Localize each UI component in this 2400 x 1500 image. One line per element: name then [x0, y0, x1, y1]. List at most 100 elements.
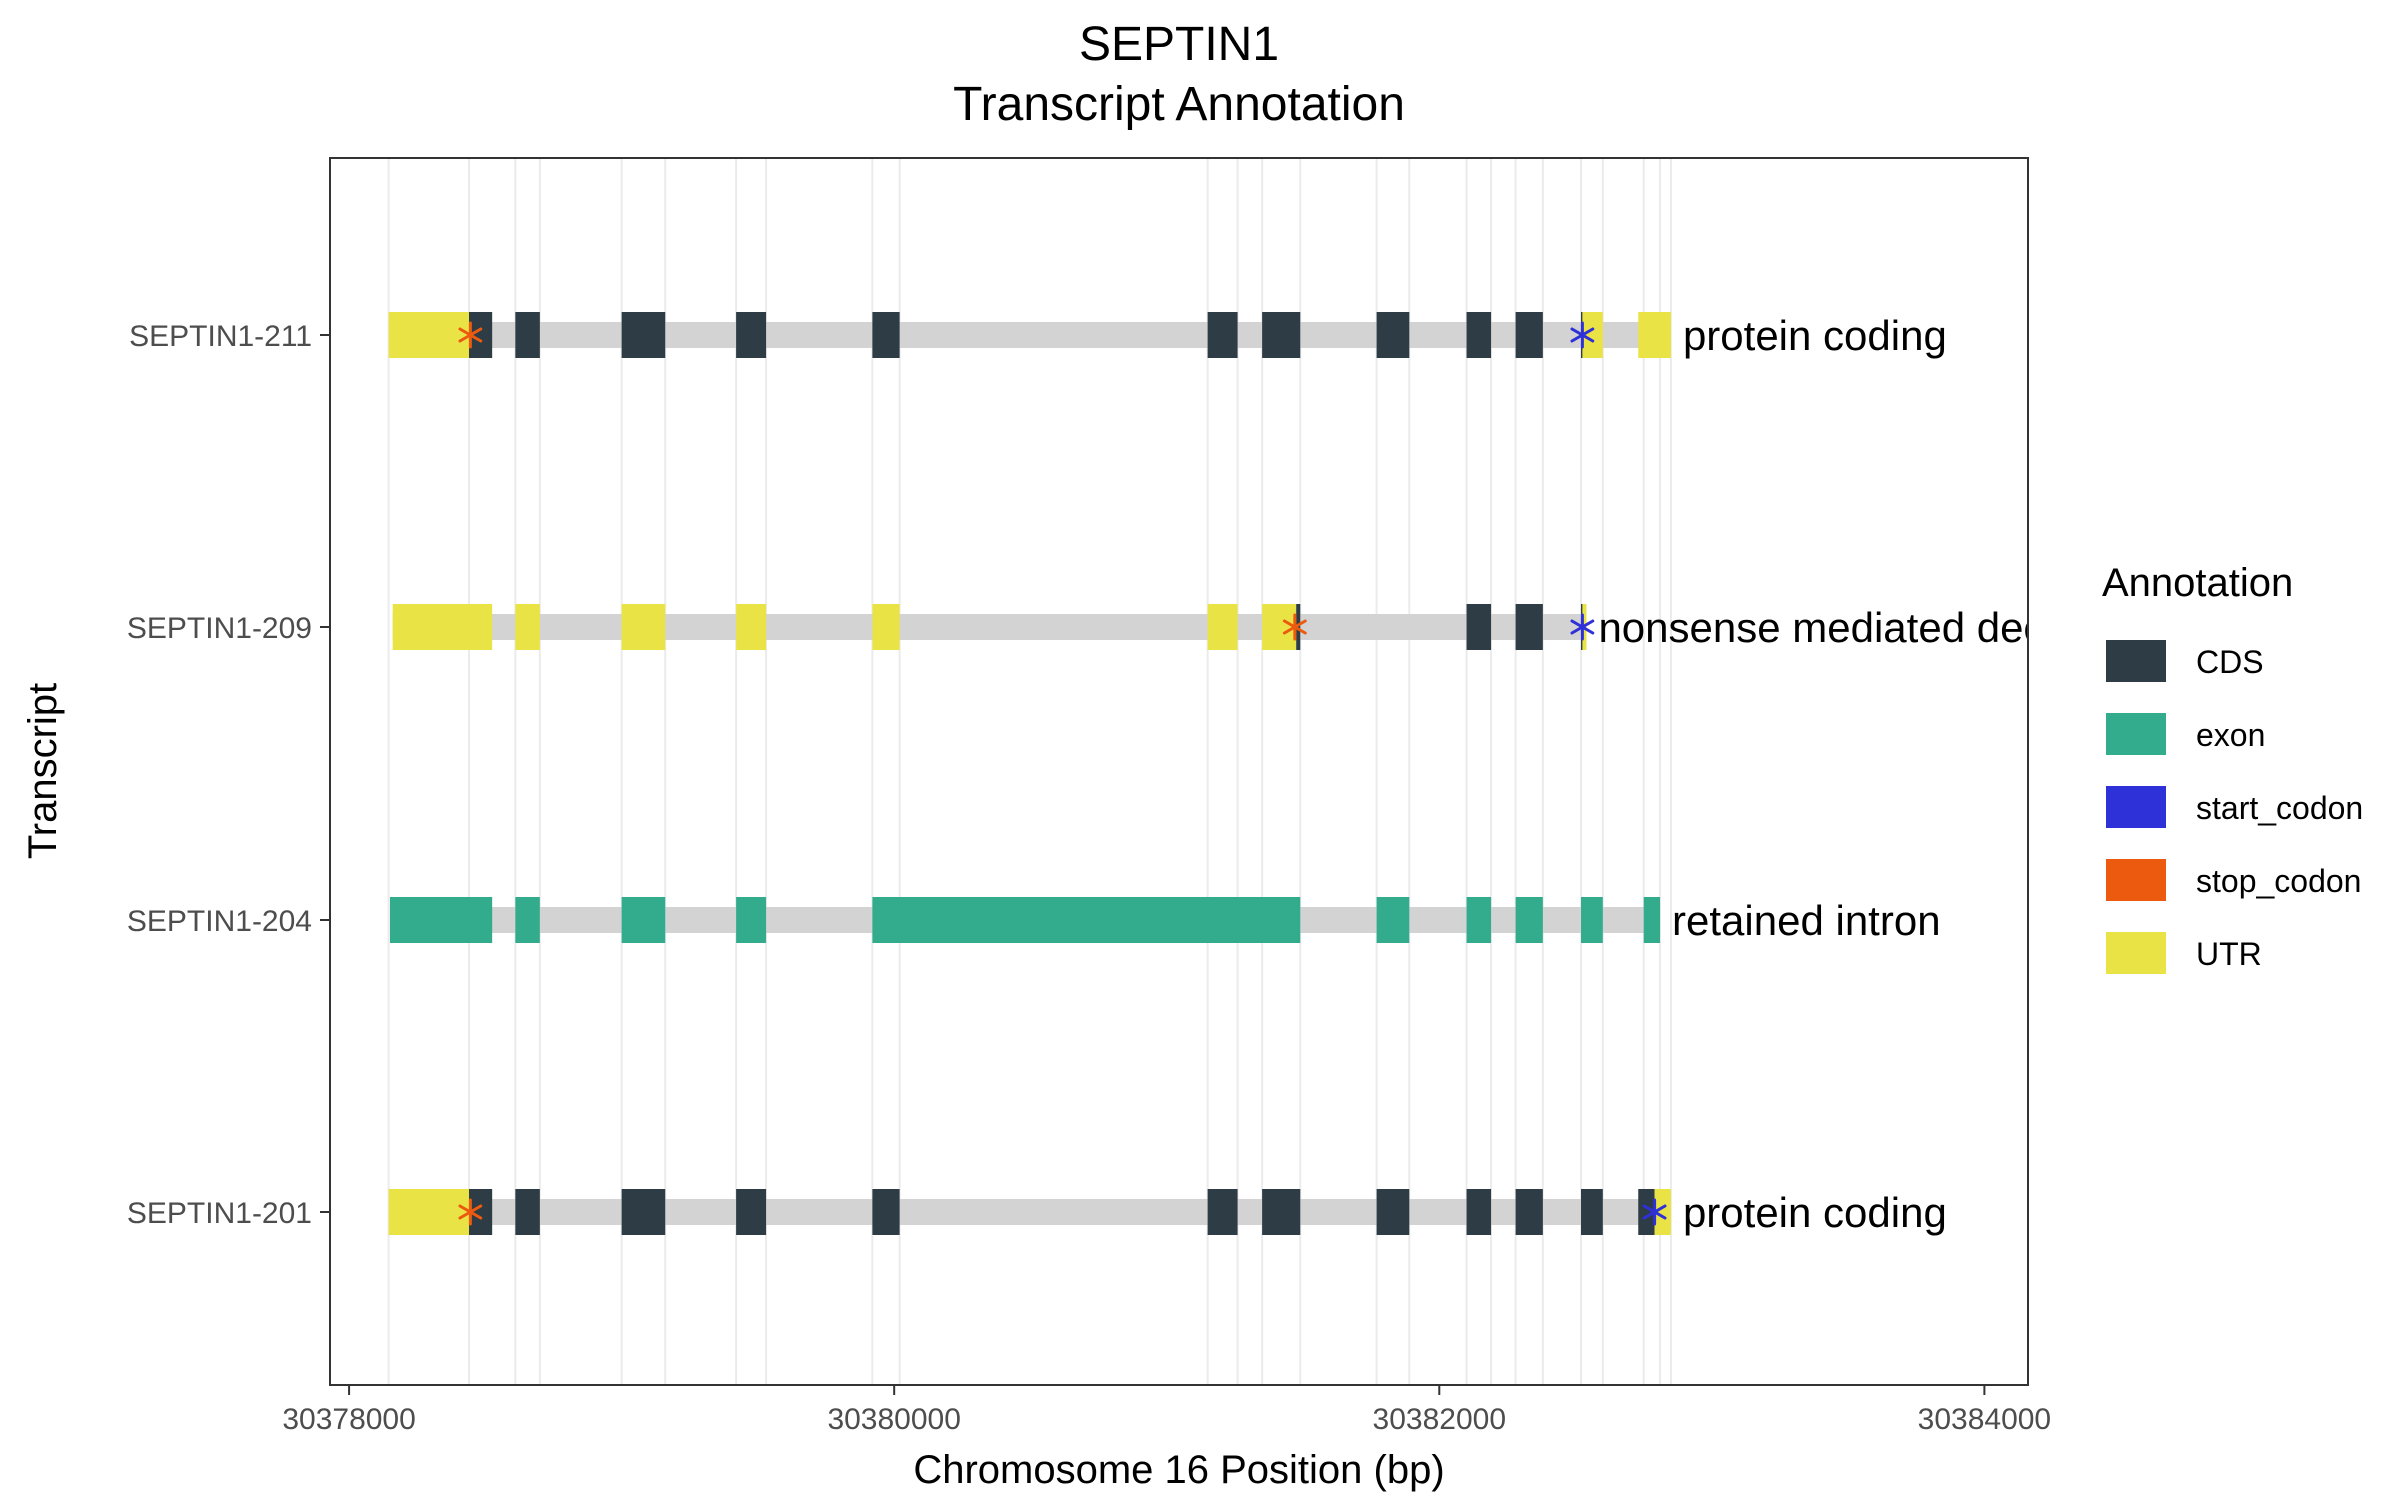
y-tick-label: SEPTIN1-209	[127, 612, 312, 645]
feature-CDS	[1466, 604, 1492, 650]
feature-exon	[1376, 897, 1410, 943]
y-tick-label: SEPTIN1-204	[127, 905, 312, 938]
feature-exon	[1643, 897, 1661, 943]
feature-CDS	[469, 312, 493, 358]
legend-label: UTR	[2196, 936, 2262, 972]
plot-panel-background	[330, 158, 2028, 1385]
legend-title: Annotation	[2102, 561, 2293, 605]
feature-UTR	[1207, 604, 1238, 650]
y-tick-label: SEPTIN1-211	[129, 320, 312, 353]
feature-CDS	[1638, 1189, 1655, 1235]
feature-CDS	[469, 1189, 493, 1235]
feature-CDS	[872, 312, 900, 358]
feature-UTR	[1582, 312, 1603, 358]
feature-CDS	[1466, 1189, 1492, 1235]
y-axis-title: Transcript	[21, 683, 65, 859]
feature-CDS	[1515, 312, 1543, 358]
feature-CDS	[736, 312, 767, 358]
intron-line	[392, 614, 1587, 640]
legend: Annotation CDS exon start_codon stop_codon UT…	[2102, 561, 2363, 974]
feature-UTR	[515, 604, 540, 650]
feature-exon	[515, 897, 540, 943]
transcript-SEPTIN1-209: nonsense mediated decay	[392, 604, 2088, 651]
feature-CDS	[1515, 604, 1543, 650]
feature-UTR	[388, 1189, 470, 1235]
plot-panel-border	[329, 157, 2029, 1386]
feature-exon	[736, 897, 767, 943]
feature-CDS	[515, 312, 540, 358]
y-tick-label: SEPTIN1-201	[127, 1197, 312, 1230]
plot-panel: protein coding nonsense mediated decay ret…	[388, 312, 2088, 1236]
feature-CDS	[1515, 1189, 1543, 1235]
legend-item-stop_codon: stop_codon	[2106, 859, 2361, 901]
feature-CDS	[1376, 1189, 1410, 1235]
legend-label: stop_codon	[2196, 863, 2361, 899]
feature-UTR	[388, 312, 470, 358]
legend-item-exon: exon	[2106, 713, 2265, 755]
feature-CDS	[872, 1189, 900, 1235]
feature-UTR	[1654, 1189, 1671, 1235]
transcript-biotype-label: nonsense mediated decay	[1598, 604, 2088, 651]
transcript-biotype-label: retained intron	[1672, 897, 1941, 944]
feature-CDS	[1581, 1189, 1603, 1235]
transcript-biotype-label: protein coding	[1683, 1189, 1947, 1236]
legend-item-CDS: CDS	[2106, 640, 2264, 682]
feature-CDS	[621, 1189, 666, 1235]
feature-UTR	[392, 604, 493, 650]
transcript-SEPTIN1-204: retained intron	[389, 897, 1941, 944]
feature-UTR	[736, 604, 767, 650]
chart-subtitle: Transcript Annotation	[953, 78, 1405, 131]
legend-swatch	[2106, 786, 2166, 828]
feature-exon	[1515, 897, 1543, 943]
legend-swatch	[2106, 859, 2166, 901]
x-axis: 30378000 30380000 30382000 30384000	[282, 1385, 2051, 1436]
start-codon-marker	[1570, 613, 1595, 641]
stop-codon-marker	[458, 1198, 483, 1226]
intron-line	[388, 322, 1671, 348]
transcript-SEPTIN1-211: protein coding	[388, 312, 1947, 359]
x-axis-title: Chromosome 16 Position (bp)	[913, 1448, 1444, 1492]
feature-exon	[1581, 897, 1603, 943]
feature-CDS	[515, 1189, 540, 1235]
feature-CDS	[1207, 312, 1238, 358]
x-tick-label: 30382000	[1373, 1403, 1506, 1436]
feature-CDS	[1207, 1189, 1238, 1235]
gridlines	[387, 158, 1672, 1385]
stop-codon-marker	[458, 321, 483, 349]
feature-UTR	[1262, 604, 1297, 650]
x-tick-label: 30378000	[282, 1403, 415, 1436]
transcript-biotype-label: protein coding	[1683, 312, 1947, 359]
feature-exon	[389, 897, 493, 943]
y-axis: SEPTIN1-211 SEPTIN1-209 SEPTIN1-204 SEPTIN1…	[127, 320, 330, 1230]
feature-CDS	[736, 1189, 767, 1235]
start-codon-marker	[1642, 1198, 1667, 1226]
legend-label: start_codon	[2196, 790, 2363, 826]
legend-swatch	[2106, 713, 2166, 755]
intron-line	[388, 1199, 1671, 1225]
x-tick-label: 30384000	[1918, 1403, 2051, 1436]
legend-swatch	[2106, 932, 2166, 974]
feature-CDS	[1466, 312, 1492, 358]
feature-UTR	[1638, 312, 1671, 358]
feature-CDS	[621, 312, 666, 358]
feature-CDS	[1262, 312, 1301, 358]
feature-exon	[1466, 897, 1492, 943]
legend-item-start_codon: start_codon	[2106, 786, 2363, 828]
transcript-SEPTIN1-201: protein coding	[388, 1189, 1947, 1236]
start-codon-marker	[1570, 321, 1595, 349]
feature-exon	[621, 897, 666, 943]
legend-label: exon	[2196, 717, 2265, 753]
feature-exon	[872, 897, 1301, 943]
legend-item-UTR: UTR	[2106, 932, 2262, 974]
legend-label: CDS	[2196, 644, 2264, 680]
feature-UTR	[872, 604, 900, 650]
stop-codon-marker	[1282, 613, 1307, 641]
x-tick-label: 30380000	[827, 1403, 960, 1436]
feature-CDS	[1296, 604, 1301, 650]
chart-title: SEPTIN1	[1079, 18, 1279, 71]
legend-swatch	[2106, 640, 2166, 682]
feature-CDS	[1376, 312, 1410, 358]
feature-CDS	[1262, 1189, 1301, 1235]
feature-UTR	[621, 604, 666, 650]
